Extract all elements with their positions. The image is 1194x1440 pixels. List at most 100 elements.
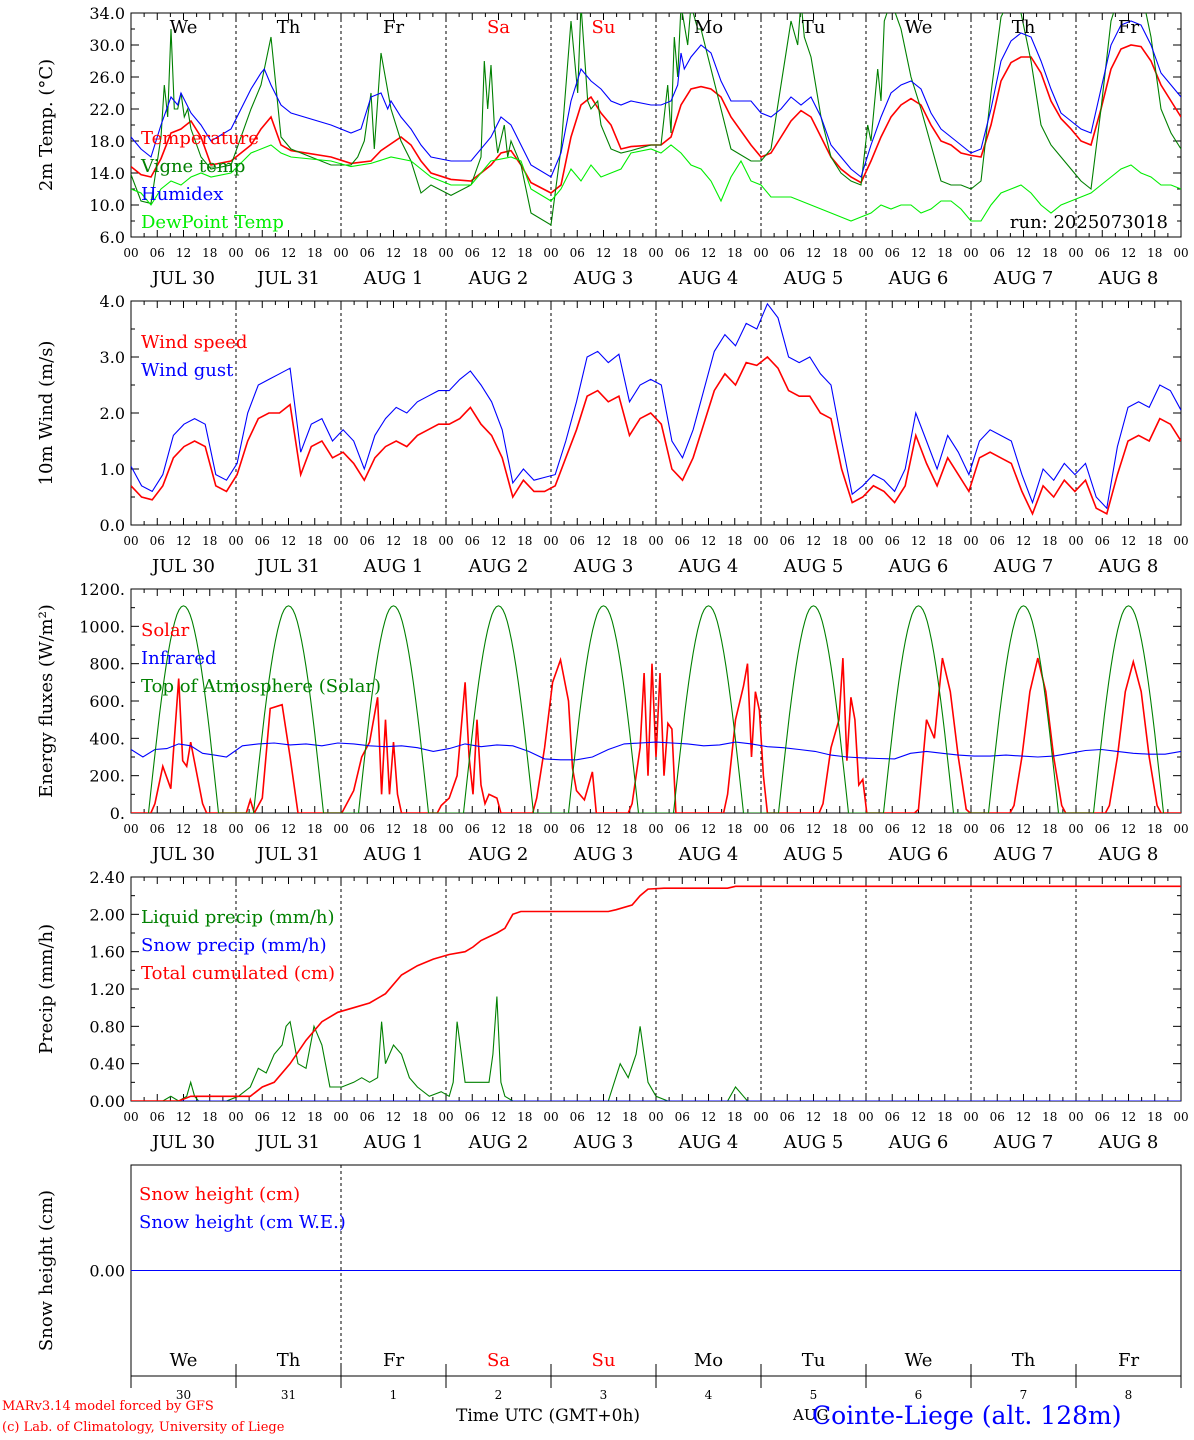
hour-tick-label: 18 bbox=[937, 534, 952, 548]
series-line-infrared bbox=[131, 741, 1181, 761]
hour-tick-label: 06 bbox=[990, 534, 1005, 548]
hour-tick-label: 06 bbox=[885, 822, 900, 836]
series-line-wind_speed bbox=[131, 355, 1181, 516]
hour-tick-label: 06 bbox=[780, 822, 795, 836]
hour-tick-label: 06 bbox=[150, 534, 165, 548]
legend-infrared: Infrared bbox=[141, 648, 216, 669]
hour-tick-label: 18 bbox=[937, 246, 952, 260]
legend-dewpoint: DewPoint Temp bbox=[141, 212, 284, 233]
hour-tick-label: 00 bbox=[858, 822, 873, 836]
hour-tick-label: 18 bbox=[412, 1110, 427, 1124]
hour-tick-label: 00 bbox=[753, 246, 768, 260]
legend-wind_gust: Wind gust bbox=[141, 360, 234, 381]
time-axis-title: Time UTC (GMT+0h) bbox=[456, 1406, 641, 1426]
hour-tick-label: 18 bbox=[727, 246, 742, 260]
hour-tick-label: 12 bbox=[806, 246, 821, 260]
hour-tick-label: 12 bbox=[1016, 1110, 1031, 1124]
hour-tick-label: 12 bbox=[491, 822, 506, 836]
hour-tick-label: 06 bbox=[780, 246, 795, 260]
hour-tick-label: 00 bbox=[1068, 534, 1083, 548]
hour-tick-label: 12 bbox=[491, 246, 506, 260]
hour-tick-label: 18 bbox=[727, 534, 742, 548]
date-label: AUG 3 bbox=[573, 556, 634, 577]
date-label: AUG 3 bbox=[573, 268, 634, 289]
weekday-label: Mo bbox=[694, 17, 723, 38]
hour-tick-label: 00 bbox=[1173, 822, 1188, 836]
hour-tick-label: 06 bbox=[570, 1110, 585, 1124]
station-name: Cointe-Liege (alt. 128m) bbox=[812, 1401, 1122, 1430]
date-label: AUG 4 bbox=[678, 556, 739, 577]
hour-tick-label: 06 bbox=[885, 246, 900, 260]
hour-tick-label: 00 bbox=[228, 822, 243, 836]
legend-total: Total cumulated (cm) bbox=[141, 963, 335, 984]
plot-frame bbox=[130, 12, 1182, 238]
hour-tick-label: 00 bbox=[333, 1110, 348, 1124]
hour-tick-label: 18 bbox=[202, 822, 217, 836]
hour-tick-label: 00 bbox=[228, 246, 243, 260]
hour-tick-label: 00 bbox=[858, 246, 873, 260]
hour-tick-label: 00 bbox=[648, 1110, 663, 1124]
hour-tick-label: 12 bbox=[281, 822, 296, 836]
date-label: AUG 6 bbox=[888, 556, 949, 577]
hour-tick-label: 06 bbox=[465, 534, 480, 548]
hour-tick-label: 00 bbox=[123, 534, 138, 548]
date-label: AUG 7 bbox=[993, 844, 1054, 865]
weekday-label: Su bbox=[592, 17, 616, 38]
weekday-label: Sa bbox=[487, 17, 510, 38]
date-label: JUL 30 bbox=[150, 1132, 215, 1153]
hour-tick-label: 12 bbox=[281, 534, 296, 548]
lab-credit: (c) Lab. of Climatology, University of L… bbox=[2, 1420, 285, 1435]
hour-tick-label: 12 bbox=[281, 1110, 296, 1124]
hour-tick-label: 18 bbox=[517, 534, 532, 548]
y-axis-label: Snow height (cm) bbox=[36, 1190, 57, 1351]
hour-tick-label: 12 bbox=[386, 534, 401, 548]
hour-tick-label: 12 bbox=[1016, 822, 1031, 836]
y-tick-label: 14.0 bbox=[89, 164, 125, 183]
day-number-label: 4 bbox=[705, 1388, 713, 1402]
hour-tick-label: 18 bbox=[307, 1110, 322, 1124]
hour-tick-label: 06 bbox=[360, 1110, 375, 1124]
date-label: AUG 8 bbox=[1098, 1132, 1159, 1153]
date-label: JUL 31 bbox=[255, 1132, 320, 1153]
hour-tick-label: 18 bbox=[1147, 534, 1162, 548]
hour-tick-label: 00 bbox=[438, 534, 453, 548]
date-label: AUG 5 bbox=[783, 1132, 844, 1153]
hour-tick-label: 12 bbox=[386, 822, 401, 836]
weekday-label: Su bbox=[592, 1350, 616, 1371]
date-label: JUL 31 bbox=[255, 844, 320, 865]
hour-tick-label: 00 bbox=[963, 246, 978, 260]
date-label: AUG 4 bbox=[678, 268, 739, 289]
hour-tick-label: 06 bbox=[255, 822, 270, 836]
hour-tick-label: 06 bbox=[675, 822, 690, 836]
date-label: JUL 31 bbox=[255, 556, 320, 577]
hour-tick-label: 18 bbox=[1147, 1110, 1162, 1124]
hour-tick-label: 18 bbox=[412, 822, 427, 836]
y-tick-label: 0.0 bbox=[100, 516, 125, 535]
date-label: JUL 30 bbox=[150, 556, 215, 577]
hour-tick-label: 18 bbox=[622, 534, 637, 548]
hour-tick-label: 12 bbox=[911, 1110, 926, 1124]
series-line-liquid bbox=[131, 996, 1181, 1101]
date-label: AUG 1 bbox=[363, 268, 424, 289]
hour-tick-label: 06 bbox=[675, 246, 690, 260]
hour-tick-label: 00 bbox=[648, 534, 663, 548]
y-tick-label: 0.80 bbox=[89, 1017, 125, 1036]
y-tick-label: 18.0 bbox=[89, 132, 125, 151]
y-tick-label: 400. bbox=[89, 729, 125, 748]
hour-tick-label: 00 bbox=[753, 1110, 768, 1124]
hour-tick-label: 18 bbox=[832, 246, 847, 260]
y-tick-label: 22.0 bbox=[89, 100, 125, 119]
hour-tick-label: 00 bbox=[753, 822, 768, 836]
hour-tick-label: 12 bbox=[701, 1110, 716, 1124]
hour-tick-label: 06 bbox=[990, 822, 1005, 836]
date-label: AUG 7 bbox=[993, 556, 1054, 577]
date-label: AUG 7 bbox=[993, 268, 1054, 289]
hour-tick-label: 18 bbox=[937, 1110, 952, 1124]
hour-tick-label: 06 bbox=[1095, 246, 1110, 260]
y-axis-label: Energy fluxes (W/m²) bbox=[36, 604, 57, 798]
hour-tick-label: 18 bbox=[517, 1110, 532, 1124]
hour-tick-label: 18 bbox=[1042, 822, 1057, 836]
hour-tick-label: 18 bbox=[937, 822, 952, 836]
hour-tick-label: 06 bbox=[150, 1110, 165, 1124]
model-credit: MARv3.14 model forced by GFS bbox=[2, 1399, 214, 1414]
